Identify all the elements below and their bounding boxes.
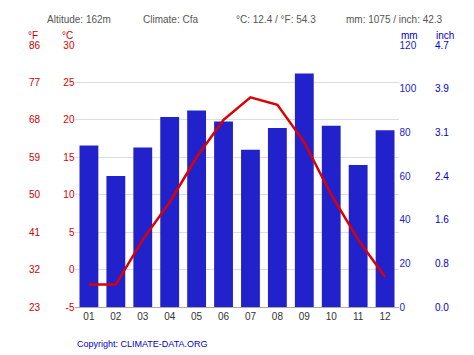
svg-text:°F: °F (28, 30, 38, 41)
svg-text:11: 11 (353, 311, 364, 322)
svg-text:0.0: 0.0 (435, 302, 449, 313)
svg-text:02: 02 (110, 311, 122, 322)
svg-text:80: 80 (400, 127, 412, 138)
svg-text:0.8: 0.8 (435, 258, 449, 269)
svg-text:10: 10 (63, 189, 75, 200)
svg-text:06: 06 (218, 311, 230, 322)
svg-text:01: 01 (83, 311, 95, 322)
svg-text:41: 41 (29, 227, 41, 238)
svg-text:32: 32 (29, 264, 41, 275)
svg-text:03: 03 (137, 311, 149, 322)
svg-text:mm: mm (401, 30, 418, 41)
svg-text:3.9: 3.9 (435, 83, 449, 94)
svg-text:100: 100 (400, 83, 417, 94)
svg-text:59: 59 (29, 152, 41, 163)
svg-text:50: 50 (29, 189, 41, 200)
svg-text:25: 25 (63, 77, 75, 88)
svg-text:12: 12 (380, 311, 392, 322)
svg-text:120: 120 (400, 40, 417, 51)
svg-text:inch: inch (436, 30, 454, 41)
svg-text:Copyright: CLIMATE-DATA.ORG: Copyright: CLIMATE-DATA.ORG (77, 339, 208, 349)
svg-text:Altitude: 162m: Altitude: 162m (47, 14, 111, 25)
svg-text:3.1: 3.1 (435, 127, 449, 138)
svg-text:°C: 12.4 / °F: 54.3: °C: 12.4 / °F: 54.3 (236, 14, 316, 25)
svg-text:15: 15 (63, 152, 75, 163)
svg-text:86: 86 (29, 40, 41, 51)
svg-text:30: 30 (63, 40, 75, 51)
svg-text:05: 05 (191, 311, 203, 322)
svg-text:08: 08 (272, 311, 284, 322)
svg-text:20: 20 (63, 114, 75, 125)
svg-text:10: 10 (326, 311, 338, 322)
svg-text:4.7: 4.7 (435, 40, 449, 51)
svg-text:-5: -5 (66, 302, 75, 313)
svg-text:°C: °C (62, 30, 73, 41)
svg-text:04: 04 (164, 311, 176, 322)
svg-text:77: 77 (29, 77, 41, 88)
svg-text:Climate: Cfa: Climate: Cfa (143, 14, 198, 25)
svg-text:mm: 1075 / inch: 42.3: mm: 1075 / inch: 42.3 (346, 14, 443, 25)
svg-text:23: 23 (29, 302, 41, 313)
svg-text:5: 5 (69, 227, 75, 238)
svg-text:2.4: 2.4 (435, 171, 449, 182)
svg-text:20: 20 (400, 258, 412, 269)
svg-text:0: 0 (400, 302, 406, 313)
svg-text:68: 68 (29, 114, 41, 125)
svg-text:40: 40 (400, 214, 412, 225)
svg-text:09: 09 (299, 311, 311, 322)
svg-text:60: 60 (400, 171, 412, 182)
svg-text:1.6: 1.6 (435, 214, 449, 225)
svg-text:0: 0 (69, 264, 75, 275)
svg-text:07: 07 (245, 311, 257, 322)
